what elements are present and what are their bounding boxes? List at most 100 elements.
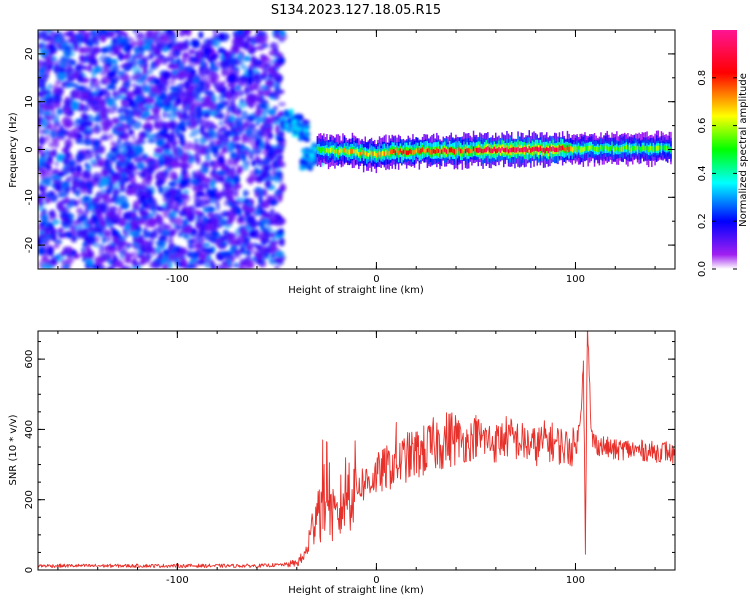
- heatmap-ridge-cell: [568, 146, 570, 153]
- heatmap-noise-cell: [60, 213, 70, 219]
- heatmap-noise-cell: [159, 153, 164, 162]
- heatmap-noise-cell: [50, 128, 56, 139]
- heatmap-noise-cell: [49, 47, 54, 56]
- heatmap-noise-cell: [64, 106, 71, 115]
- heatmap-noise-cell: [161, 240, 166, 249]
- heatmap-transition-cell: [280, 124, 286, 130]
- heatmap-noise-cell: [167, 165, 173, 172]
- heatmap-noise-cell: [118, 86, 128, 93]
- heatmap-ridge-cell: [331, 147, 333, 152]
- heatmap-noise-cell: [206, 255, 212, 261]
- heatmap-noise-cell: [123, 32, 129, 38]
- heatmap-noise-cell: [62, 130, 71, 136]
- heatmap-noise-cell: [132, 139, 141, 146]
- heatmap-transition-cell: [309, 157, 315, 163]
- heatmap-noise-cell: [175, 247, 181, 254]
- colorbar-tick-label: 0.0: [697, 261, 708, 277]
- y-tick-label: 400: [24, 420, 35, 439]
- heatmap-noise-cell: [234, 228, 241, 236]
- heatmap-noise-cell: [193, 210, 201, 215]
- heatmap-noise-cell: [47, 83, 53, 91]
- heatmap-ridge-cell: [374, 151, 376, 156]
- heatmap-transition-cell: [306, 163, 312, 169]
- heatmap-noise-cell: [197, 80, 205, 86]
- heatmap-ridge-cell: [351, 149, 354, 154]
- heatmap-noise-cell: [104, 58, 114, 63]
- heatmap-noise-cell: [158, 92, 168, 101]
- heatmap-noise-cell: [111, 90, 117, 97]
- heatmap-noise-cell: [163, 148, 171, 156]
- heatmap-noise-cell: [122, 126, 127, 132]
- heatmap-ridge-cell: [412, 150, 414, 155]
- heatmap-noise-cell: [70, 100, 80, 111]
- heatmap-noise-cell: [132, 30, 138, 34]
- heatmap-transition-cell: [288, 108, 294, 114]
- heatmap-ridge-cell: [380, 152, 382, 158]
- heatmap-transition-cell: [299, 165, 305, 171]
- heatmap-noise-cell: [208, 128, 215, 138]
- heatmap-ridge-cell: [520, 147, 522, 153]
- heatmap-ridge-cell: [469, 149, 472, 154]
- heatmap-noise-cell: [80, 252, 89, 258]
- heatmap-transition-cell: [295, 120, 301, 126]
- heatmap-noise-cell: [93, 149, 98, 156]
- heatmap-noise-cell: [255, 158, 264, 164]
- heatmap-noise-cell: [91, 98, 99, 107]
- heatmap-ridge-cell: [611, 144, 613, 149]
- heatmap-transition-cell: [311, 142, 317, 148]
- heatmap-noise-cell: [246, 115, 255, 123]
- heatmap-noise-cell: [117, 133, 126, 139]
- heatmap-noise-cell: [165, 123, 170, 129]
- heatmap-noise-cell: [102, 164, 111, 175]
- heatmap-ridge-cell: [635, 145, 637, 150]
- heatmap-noise-cell: [126, 244, 131, 250]
- heatmap-noise-cell: [144, 239, 150, 247]
- heatmap-noise-cell: [141, 75, 148, 80]
- heatmap-noise-cell: [122, 55, 130, 60]
- heatmap-ridge-cell: [389, 149, 392, 155]
- heatmap-noise-cell: [120, 218, 125, 227]
- heatmap-noise-cell: [52, 232, 57, 242]
- heatmap-noise-cell: [46, 156, 53, 161]
- heatmap-noise-cell: [130, 40, 137, 47]
- heatmap-noise-cell: [100, 204, 110, 215]
- heatmap-noise-cell: [207, 212, 214, 218]
- heatmap-ridge-cell: [377, 151, 379, 157]
- heatmap-noise-cell: [188, 109, 199, 117]
- heatmap-noise-cell: [92, 105, 103, 114]
- heatmap-ridge-cell: [456, 149, 459, 155]
- heatmap-noise-cell: [235, 89, 245, 97]
- heatmap-noise-cell: [213, 114, 224, 119]
- heatmap-ridge-cell: [528, 146, 530, 150]
- heatmap-noise-cell: [81, 247, 86, 254]
- heatmap-noise-cell: [86, 239, 93, 245]
- heatmap-noise-cell: [268, 92, 275, 98]
- heatmap-noise-cell: [145, 30, 153, 40]
- heatmap-noise-cell: [148, 53, 154, 60]
- heatmap-noise-cell: [115, 126, 124, 132]
- heatmap-noise-cell: [271, 70, 280, 79]
- heatmap-noise-cell: [162, 263, 170, 269]
- heatmap-ridge-cell: [647, 146, 650, 152]
- heatmap-ridge-cell: [452, 148, 454, 153]
- heatmap-noise-cell: [175, 50, 182, 56]
- heatmap-noise-cell: [178, 132, 185, 143]
- heatmap-ridge-cell: [439, 148, 441, 154]
- heatmap-noise-cell: [169, 59, 175, 68]
- y-tick-label: 200: [24, 490, 35, 509]
- heatmap-ridge-cell: [402, 149, 405, 154]
- heatmap-ridge-cell: [657, 145, 659, 151]
- heatmap-noise-cell: [65, 142, 71, 148]
- heatmap-noise-cell: [116, 161, 121, 171]
- heatmap-ridge-cell: [378, 151, 381, 155]
- heatmap-noise-cell: [163, 127, 169, 132]
- heatmap-noise-cell: [131, 120, 142, 130]
- chart-title: S134.2023.127.18.05.R15: [271, 3, 441, 18]
- heatmap-noise-cell: [178, 31, 185, 37]
- heatmap-noise-cell: [192, 262, 199, 269]
- heatmap-ridge-cell: [579, 147, 581, 153]
- heatmap-ridge-cell: [655, 145, 658, 151]
- heatmap-noise-cell: [63, 246, 73, 253]
- heatmap-noise-cell: [111, 40, 118, 49]
- heatmap-noise-cell: [137, 52, 144, 60]
